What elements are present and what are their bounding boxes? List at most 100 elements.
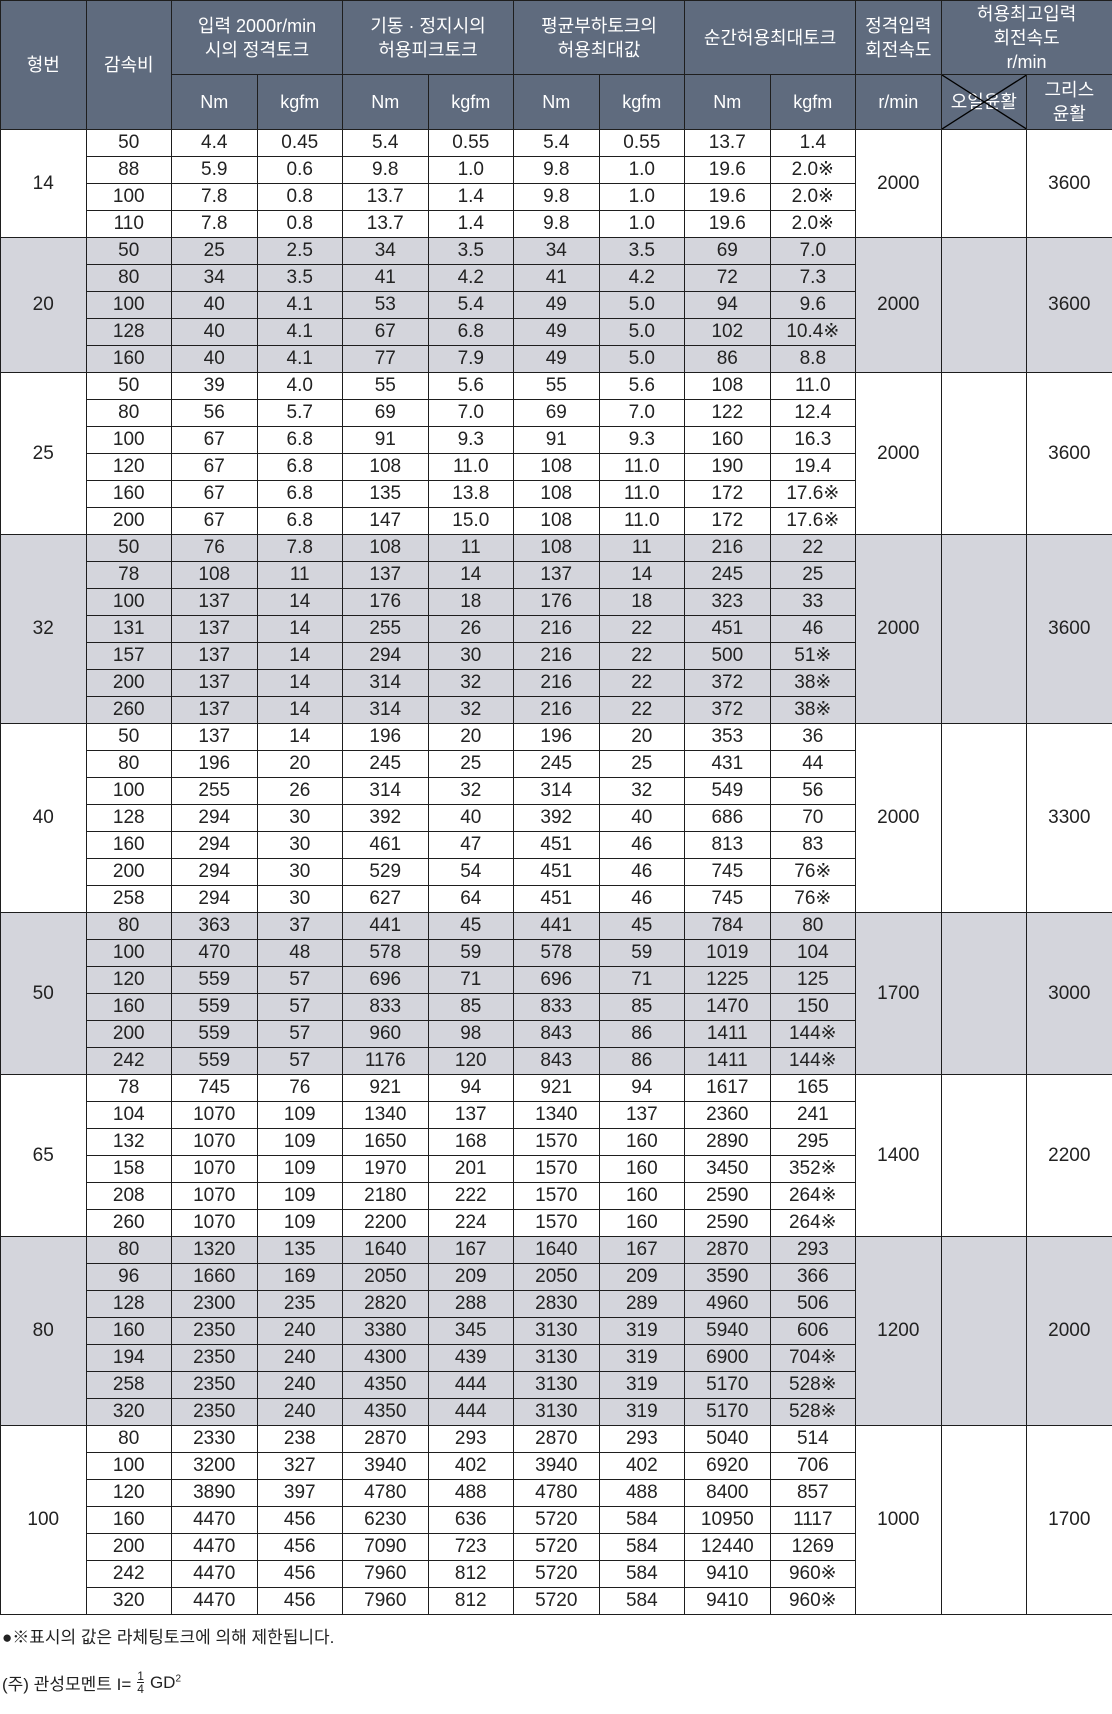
model-cell: 65 bbox=[0, 1074, 87, 1237]
avg-kgfm-cell: 32 bbox=[598, 777, 686, 805]
avg-nm-cell: 108 bbox=[513, 480, 600, 508]
momentary-kgfm-cell: 76※ bbox=[769, 858, 857, 886]
peak-kgfm-cell: 18 bbox=[427, 588, 515, 616]
avg-nm-cell: 5720 bbox=[513, 1560, 600, 1588]
rated-nm-cell: 67 bbox=[171, 453, 258, 481]
ratio-cell: 100 bbox=[85, 939, 172, 967]
peak-kgfm-cell: 7.0 bbox=[427, 399, 515, 427]
momentary-kgfm-cell: 38※ bbox=[769, 696, 857, 724]
peak-kgfm-cell: 30 bbox=[427, 642, 515, 670]
momentary-kgfm-cell: 16.3 bbox=[769, 426, 857, 454]
rated-nm-cell: 559 bbox=[171, 1020, 258, 1048]
avg-nm-cell: 49 bbox=[513, 345, 600, 373]
peak-nm-cell: 67 bbox=[342, 318, 429, 346]
rated-nm-cell: 196 bbox=[171, 750, 258, 778]
peak-nm-cell: 176 bbox=[342, 588, 429, 616]
rated-kgfm-cell: 238 bbox=[256, 1425, 344, 1453]
momentary-nm-cell: 784 bbox=[684, 912, 771, 940]
momentary-kgfm-cell: 1.4 bbox=[769, 129, 857, 157]
momentary-nm-cell: 94 bbox=[684, 291, 771, 319]
momentary-kgfm-cell: 22 bbox=[769, 534, 857, 562]
peak-nm-cell: 578 bbox=[342, 939, 429, 967]
peak-nm-cell: 137 bbox=[342, 561, 429, 589]
avg-nm-cell: 49 bbox=[513, 291, 600, 319]
avg-kgfm-cell: 160 bbox=[598, 1128, 686, 1156]
avg-nm-cell: 1570 bbox=[513, 1182, 600, 1210]
avg-kgfm-cell: 14 bbox=[598, 561, 686, 589]
momentary-kgfm-cell: 352※ bbox=[769, 1155, 857, 1183]
avg-nm-cell: 1570 bbox=[513, 1128, 600, 1156]
peak-kgfm-cell: 345 bbox=[427, 1317, 515, 1345]
avg-nm-cell: 108 bbox=[513, 534, 600, 562]
ratio-cell: 100 bbox=[85, 588, 172, 616]
table-row: 120 3890 397 4780 488 4780 488 8400 857 bbox=[1, 1479, 1112, 1507]
rated-nm-cell: 1660 bbox=[171, 1263, 258, 1291]
ratio-cell: 120 bbox=[85, 966, 172, 994]
table-row: 100 470 48 578 59 578 59 1019 104 bbox=[1, 939, 1112, 967]
ratio-cell: 100 bbox=[85, 777, 172, 805]
rated-nm-cell: 4470 bbox=[171, 1560, 258, 1588]
peak-nm-cell: 441 bbox=[342, 912, 429, 940]
avg-kgfm-cell: 11.0 bbox=[598, 453, 686, 481]
table-row: 128 2300 235 2820 288 2830 289 4960 506 bbox=[1, 1290, 1112, 1318]
oil-speed-cell bbox=[940, 372, 1028, 535]
momentary-nm-cell: 10950 bbox=[684, 1506, 771, 1534]
rated-kgfm-cell: 169 bbox=[256, 1263, 344, 1291]
avg-kgfm-cell: 7.0 bbox=[598, 399, 686, 427]
avg-kgfm-cell: 9.3 bbox=[598, 426, 686, 454]
peak-kgfm-cell: 723 bbox=[427, 1533, 515, 1561]
momentary-kgfm-cell: 706 bbox=[769, 1452, 857, 1480]
oil-speed-cell bbox=[940, 534, 1028, 724]
momentary-nm-cell: 69 bbox=[684, 237, 771, 265]
avg-nm-cell: 9.8 bbox=[513, 210, 600, 238]
momentary-kgfm-cell: 38※ bbox=[769, 669, 857, 697]
peak-kgfm-cell: 1.0 bbox=[427, 156, 515, 184]
unit-rmin: r/min bbox=[855, 74, 942, 130]
rated-kgfm-cell: 30 bbox=[256, 885, 344, 913]
rated-nm-cell: 559 bbox=[171, 1047, 258, 1075]
momentary-kgfm-cell: 144※ bbox=[769, 1047, 857, 1075]
avg-nm-cell: 196 bbox=[513, 723, 600, 751]
momentary-nm-cell: 4960 bbox=[684, 1290, 771, 1318]
rated-speed-cell: 1400 bbox=[855, 1074, 942, 1237]
peak-nm-cell: 245 bbox=[342, 750, 429, 778]
ratio-cell: 100 bbox=[85, 1452, 172, 1480]
avg-kgfm-cell: 11 bbox=[598, 534, 686, 562]
avg-kgfm-cell: 86 bbox=[598, 1020, 686, 1048]
avg-kgfm-cell: 319 bbox=[598, 1371, 686, 1399]
avg-nm-cell: 314 bbox=[513, 777, 600, 805]
momentary-nm-cell: 19.6 bbox=[684, 156, 771, 184]
ratio-cell: 50 bbox=[85, 237, 172, 265]
table-row: 78 108 11 137 14 137 14 245 25 bbox=[1, 561, 1112, 589]
ratio-cell: 80 bbox=[85, 1236, 172, 1264]
table-row: 260 137 14 314 32 216 22 372 38※ bbox=[1, 696, 1112, 724]
table-row: 80 196 20 245 25 245 25 431 44 bbox=[1, 750, 1112, 778]
rated-nm-cell: 137 bbox=[171, 615, 258, 643]
avg-kgfm-cell: 71 bbox=[598, 966, 686, 994]
peak-kgfm-cell: 488 bbox=[427, 1479, 515, 1507]
rated-nm-cell: 39 bbox=[171, 372, 258, 400]
rated-kgfm-cell: 0.8 bbox=[256, 183, 344, 211]
rated-kgfm-cell: 48 bbox=[256, 939, 344, 967]
momentary-kgfm-cell: 528※ bbox=[769, 1398, 857, 1426]
momentary-nm-cell: 1411 bbox=[684, 1020, 771, 1048]
ratio-cell: 160 bbox=[85, 345, 172, 373]
ratio-cell: 194 bbox=[85, 1344, 172, 1372]
avg-nm-cell: 3130 bbox=[513, 1398, 600, 1426]
ratio-cell: 128 bbox=[85, 1290, 172, 1318]
peak-nm-cell: 627 bbox=[342, 885, 429, 913]
peak-nm-cell: 4780 bbox=[342, 1479, 429, 1507]
momentary-kgfm-cell: 144※ bbox=[769, 1020, 857, 1048]
avg-kgfm-cell: 160 bbox=[598, 1182, 686, 1210]
table-row: 157 137 14 294 30 216 22 500 51※ bbox=[1, 642, 1112, 670]
rated-kgfm-cell: 30 bbox=[256, 831, 344, 859]
avg-kgfm-cell: 5.0 bbox=[598, 318, 686, 346]
momentary-kgfm-cell: 1117 bbox=[769, 1506, 857, 1534]
model-cell: 32 bbox=[0, 534, 87, 724]
momentary-nm-cell: 3590 bbox=[684, 1263, 771, 1291]
ratio-cell: 200 bbox=[85, 858, 172, 886]
avg-kgfm-cell: 45 bbox=[598, 912, 686, 940]
momentary-nm-cell: 2590 bbox=[684, 1209, 771, 1237]
grease-speed-cell: 3600 bbox=[1026, 534, 1112, 724]
avg-kgfm-cell: 40 bbox=[598, 804, 686, 832]
